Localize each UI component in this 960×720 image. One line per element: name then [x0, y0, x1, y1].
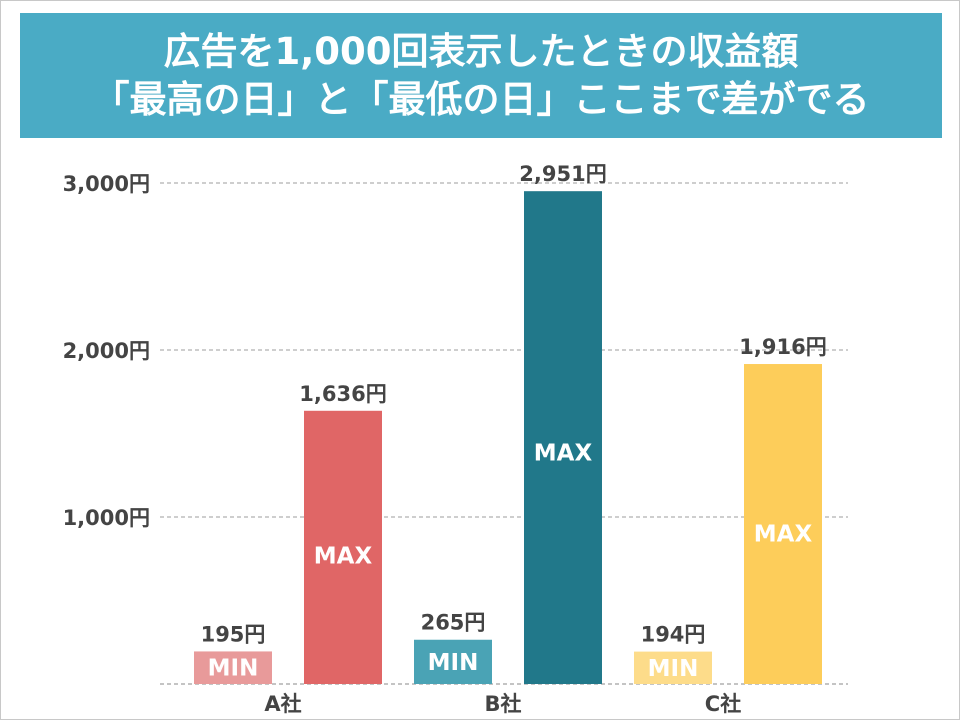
- x-tick-label: A社: [264, 692, 301, 716]
- chart-title-line1: 広告を1,000回表示したときの収益額: [163, 29, 799, 73]
- bar-max: [304, 410, 382, 684]
- bar-series-label: MAX: [534, 440, 593, 466]
- bar-series-label: MIN: [208, 656, 259, 682]
- bar-series-label: MIN: [648, 656, 699, 682]
- bar-series-label: MAX: [754, 522, 813, 548]
- data-label: 1,636円: [299, 382, 386, 406]
- chart-title-banner: 広告を1,000回表示したときの収益額 「最高の日」と「最低の日」ここまで差がで…: [20, 13, 942, 138]
- bar-min: [414, 639, 492, 684]
- x-tick-label: B社: [484, 692, 521, 716]
- data-label: 2,951円: [519, 162, 606, 186]
- data-label: 1,916円: [739, 335, 826, 359]
- y-tick-label: 3,000円: [63, 172, 150, 196]
- bar-max: [524, 191, 602, 685]
- y-tick-label: 2,000円: [63, 339, 150, 363]
- bar-min: [194, 651, 272, 684]
- chart-title-line2: 「最高の日」と「最低の日」ここまで差がでる: [92, 77, 870, 121]
- x-tick-label: C社: [705, 692, 741, 716]
- bar-series-label: MAX: [314, 544, 373, 570]
- bar-min: [634, 651, 712, 684]
- y-tick-label: 1,000円: [63, 506, 150, 530]
- bar-series-label: MIN: [428, 650, 479, 676]
- data-label: 194円: [641, 623, 706, 647]
- bar-max: [744, 364, 822, 684]
- data-label: 195円: [201, 622, 266, 646]
- data-label: 265円: [421, 611, 486, 635]
